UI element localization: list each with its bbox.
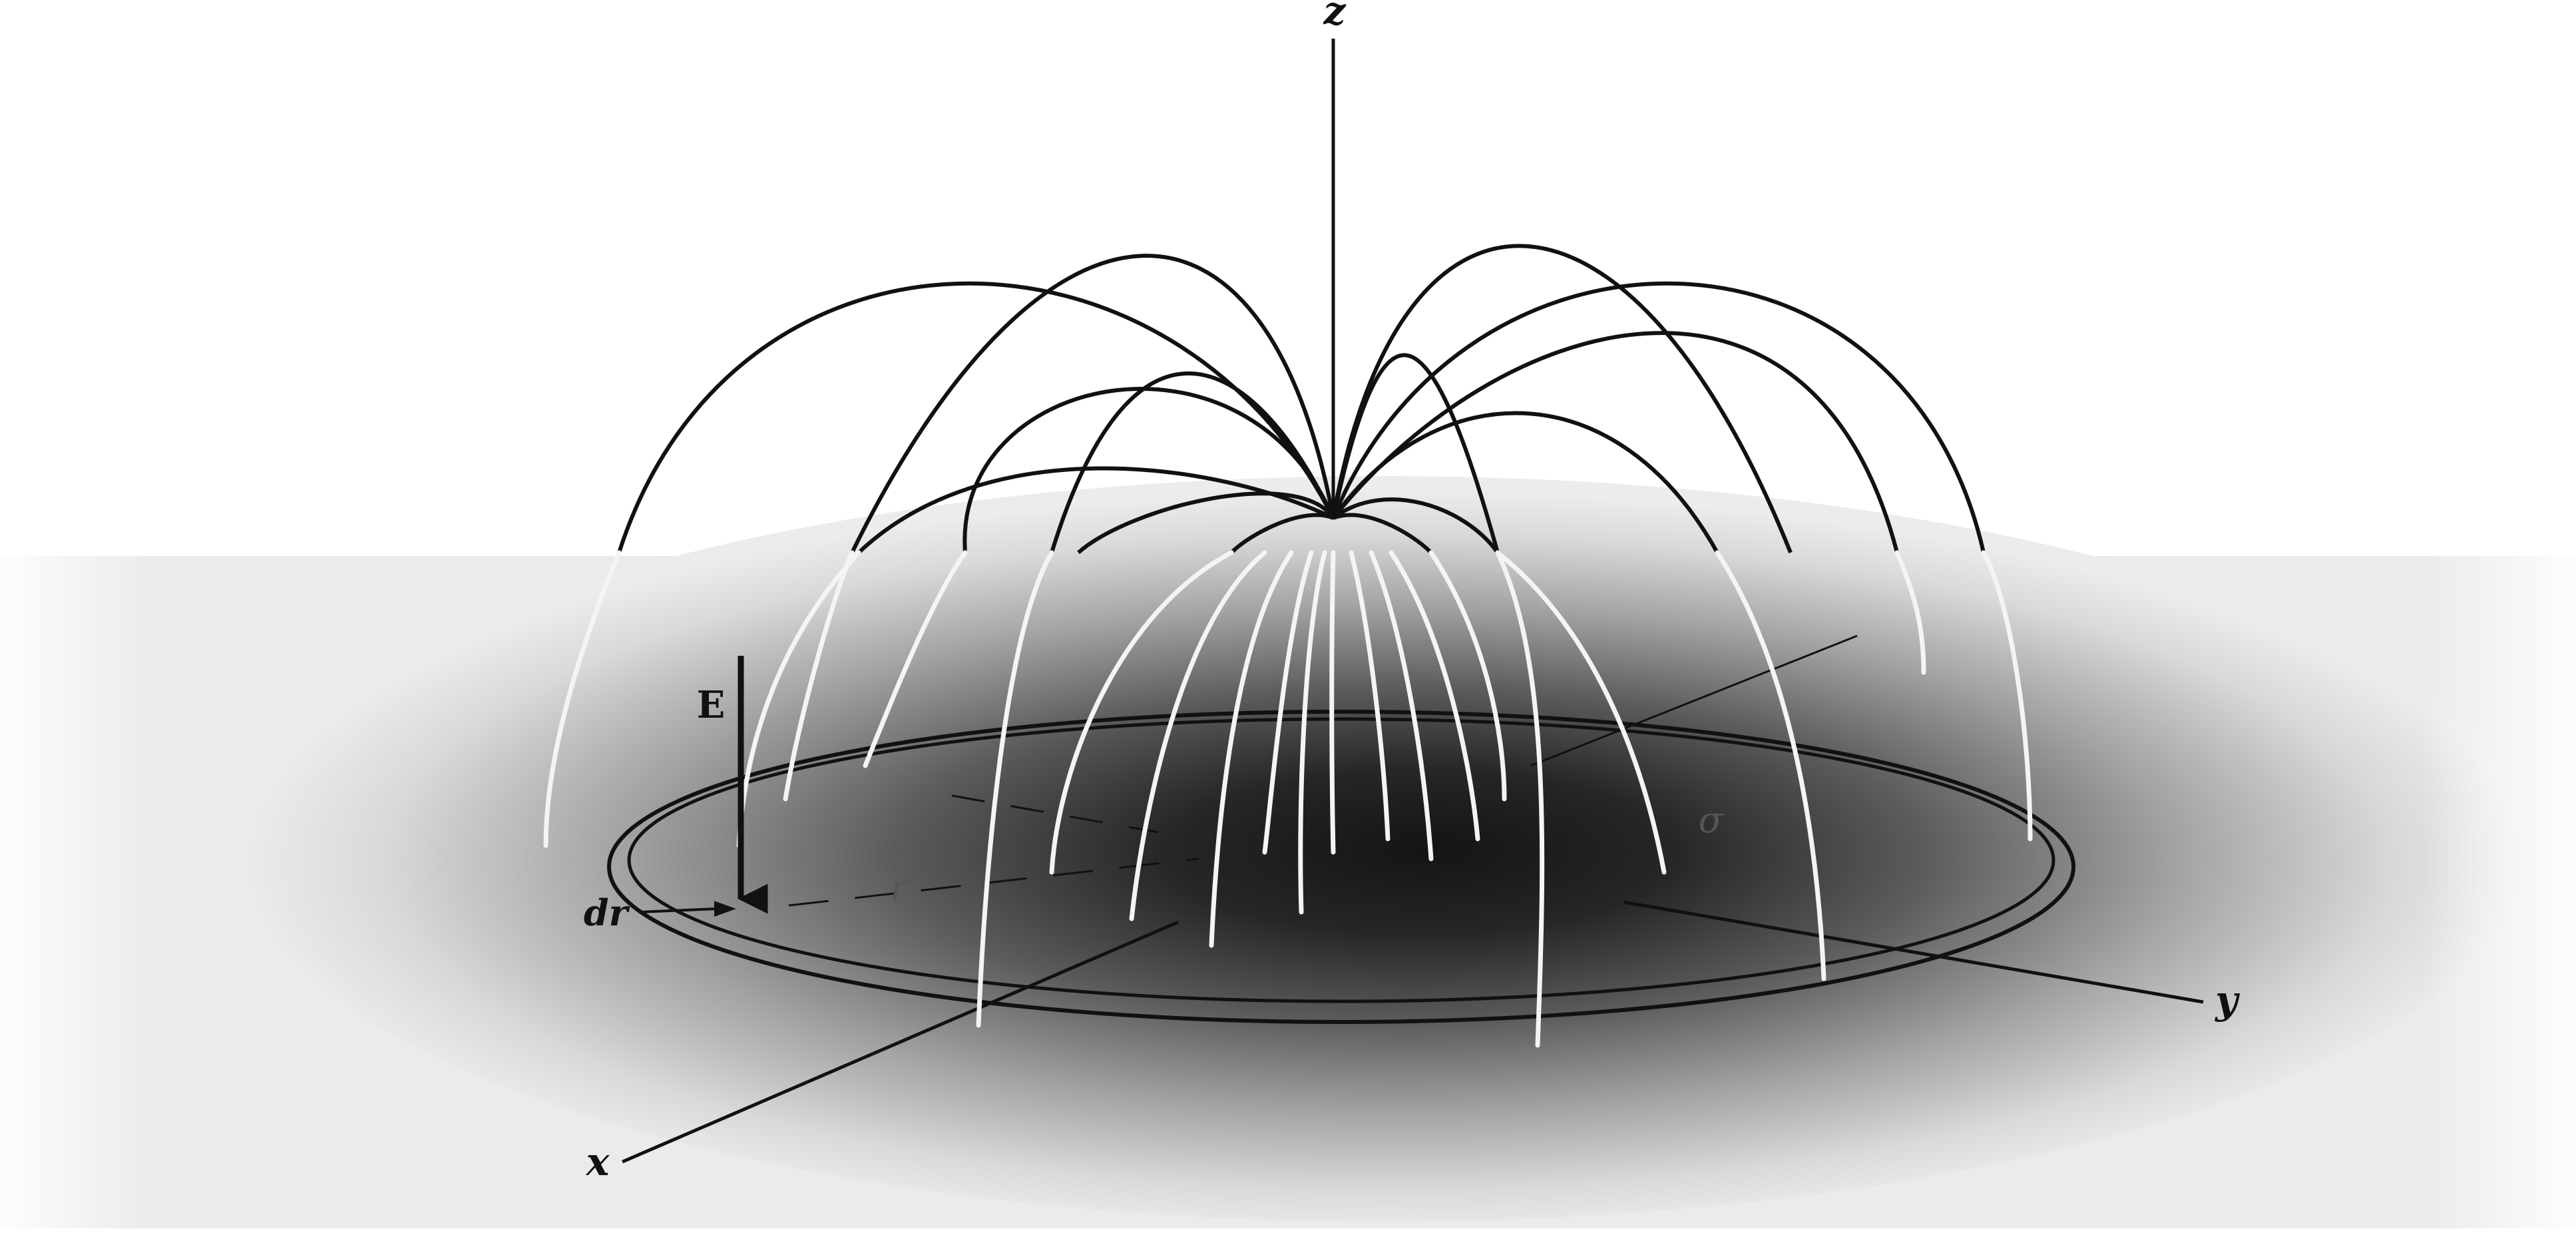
field-line-below [1369,550,1434,862]
field-line [1332,513,1433,555]
field-line [1077,491,1335,555]
field-line-below [1428,550,1507,802]
charge-ring [607,710,2075,1024]
field-line-below [1049,550,1234,875]
dr-pointer [638,901,736,917]
ring-inner [627,717,2055,1003]
z-axis-label: z [1323,0,1347,33]
field-line-below [976,550,1054,1028]
field-line-below [543,550,622,848]
field-line-below [1389,550,1480,842]
field-line-below [1981,550,2033,842]
field-line [963,387,1335,553]
field-line-below [1349,550,1391,842]
charged-plane [0,476,2576,1228]
dr-pointer-head [714,901,736,917]
field-line [1331,244,1793,554]
x-axis-line [622,920,1179,1164]
field-line-below [1894,550,1926,675]
field-line-below [1129,550,1267,921]
ring-outer [607,710,2075,1024]
field-line-below [863,550,968,768]
field-line-below [1329,550,1336,855]
field-line [1331,353,1500,553]
field-line-below [1495,550,1667,875]
field-lines-below [543,550,2033,1048]
y-axis-line [1623,900,2204,1004]
field-line-below [1495,550,1545,1048]
field-line [1331,281,1986,553]
field-line [1332,497,1500,554]
field-line [1331,331,1899,553]
field-line [1050,372,1335,553]
field-line-below [1298,550,1327,915]
field-line-below [1209,550,1294,948]
field-line [1229,513,1335,555]
x-axis-label: x [585,1139,610,1184]
field-line-below [783,550,855,802]
y-axis-back [1530,634,1858,767]
field-line-below [1715,550,1826,981]
sigma-label: σ [1699,799,1725,841]
field-line [850,254,1335,554]
dr-label: dr [584,891,630,934]
radius-line [788,858,1199,907]
field-lines-above [617,244,1986,555]
dr-pointer-line [638,907,716,913]
e-vector-label: E [697,683,726,727]
radius-label: r [890,867,909,909]
coordinate-axes [622,39,2204,1164]
field-line-below [1262,550,1314,855]
y-axis-label: y [2214,977,2241,1023]
